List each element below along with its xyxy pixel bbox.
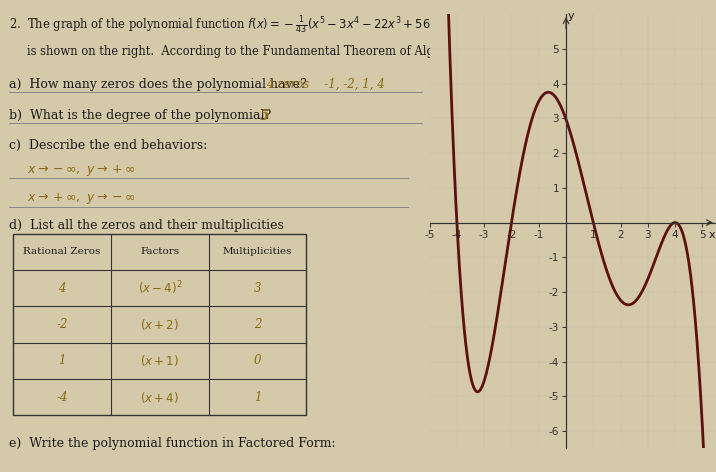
- Text: 3: 3: [253, 282, 261, 295]
- Text: Multiplicities: Multiplicities: [223, 247, 292, 256]
- Text: 4 zeros    -1, -2, 1, 4: 4 zeros -1, -2, 1, 4: [266, 78, 385, 91]
- Text: a)  How many zeros does the polynomial have?: a) How many zeros does the polynomial ha…: [9, 78, 306, 91]
- Text: 1: 1: [253, 391, 261, 404]
- Text: $x \rightarrow +\infty,\ y \rightarrow -\infty$: $x \rightarrow +\infty,\ y \rightarrow -…: [26, 191, 135, 206]
- Text: Factors: Factors: [140, 247, 180, 256]
- Text: 2.  The graph of the polynomial function $f(x) = -\frac{1}{43}(x^5 - 3x^4 - 22x^: 2. The graph of the polynomial function …: [9, 14, 513, 36]
- Text: -2: -2: [57, 318, 68, 331]
- Text: e)  Write the polynomial function in Factored Form:: e) Write the polynomial function in Fact…: [9, 437, 336, 450]
- Text: -4: -4: [57, 391, 68, 404]
- Text: 1: 1: [59, 354, 66, 367]
- Text: $(x+1)$: $(x+1)$: [140, 354, 179, 368]
- Text: 0: 0: [253, 354, 261, 367]
- Text: 4: 4: [59, 282, 66, 295]
- Text: d)  List all the zeros and their multiplicities: d) List all the zeros and their multipli…: [9, 219, 284, 233]
- Text: 2: 2: [253, 318, 261, 331]
- Text: x: x: [709, 230, 715, 240]
- Text: is shown on the right.  According to the Fundamental Theorem of Algebra: is shown on the right. According to the …: [26, 45, 460, 58]
- Text: b)  What is the degree of the polynomial?: b) What is the degree of the polynomial?: [9, 109, 271, 122]
- Bar: [14, 234, 306, 415]
- Text: y: y: [568, 11, 574, 21]
- Text: Rational Zeros: Rational Zeros: [24, 247, 101, 256]
- Text: $(x+2)$: $(x+2)$: [140, 317, 179, 332]
- Text: 5: 5: [260, 109, 269, 123]
- Text: c)  Describe the end behaviors:: c) Describe the end behaviors:: [9, 139, 207, 152]
- Text: $(x+4)$: $(x+4)$: [140, 390, 179, 405]
- Text: $(x-4)^2$: $(x-4)^2$: [137, 279, 182, 297]
- Text: $x \rightarrow -\infty,\ y \rightarrow +\infty$: $x \rightarrow -\infty,\ y \rightarrow +…: [26, 163, 135, 178]
